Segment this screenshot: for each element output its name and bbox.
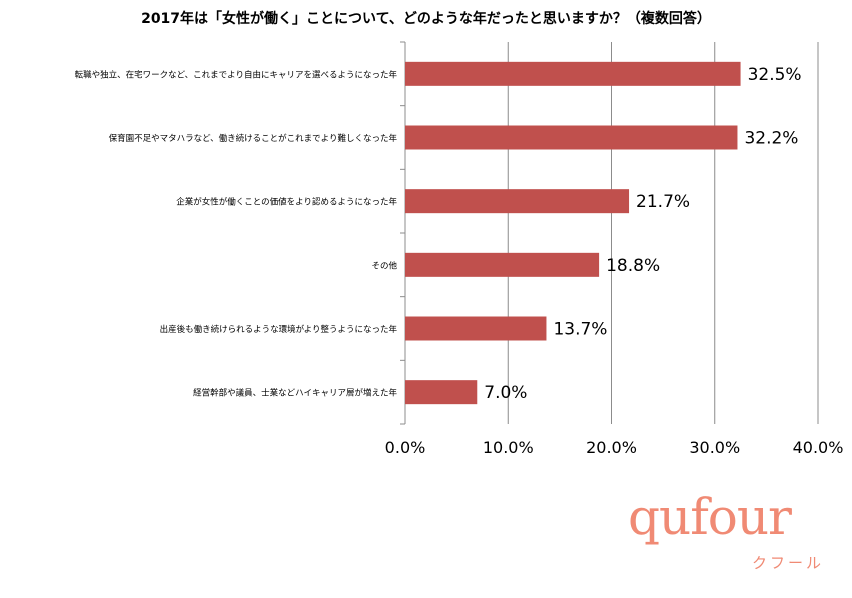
bar [405,189,630,214]
x-tick-label: 40.0% [793,438,844,457]
bar [405,61,741,86]
data-label: 32.2% [744,129,798,149]
data-label: 21.7% [636,192,690,212]
category-label: 出産後も働き続けられるような環境がより整うようになった年 [160,324,398,335]
qufour-logo: qufour [628,488,792,546]
x-tick-label: 10.0% [483,438,534,457]
x-tick-label: 20.0% [586,438,637,457]
data-label: 7.0% [484,383,527,403]
category-label: 保育園不足やマタハラなど、働き続けることがこれまでより難しくなった年 [109,133,398,144]
category-label: 企業が女性が働くことの価値をより認めるようになった年 [176,197,397,208]
category-label: 経営幹部や議員、士業などハイキャリア層が増えた年 [193,388,397,399]
category-label: 転職や独立、在宅ワークなど、これまでより自由にキャリアを選べるようになった年 [75,69,398,80]
bar [405,252,600,277]
x-tick-label: 30.0% [689,438,740,457]
bar [405,316,547,341]
data-label: 13.7% [553,320,607,340]
qufour-logo-subtitle: クフール [752,554,825,572]
bar [405,125,738,150]
bar [405,380,478,405]
chart-title: 2017年は「女性が働く」ことについて、どのような年だったと思いますか？（複数回… [141,11,711,27]
data-label: 32.5% [748,65,802,85]
x-tick-label: 0.0% [385,438,426,457]
category-label: その他 [371,260,397,271]
data-label: 18.8% [606,256,660,276]
